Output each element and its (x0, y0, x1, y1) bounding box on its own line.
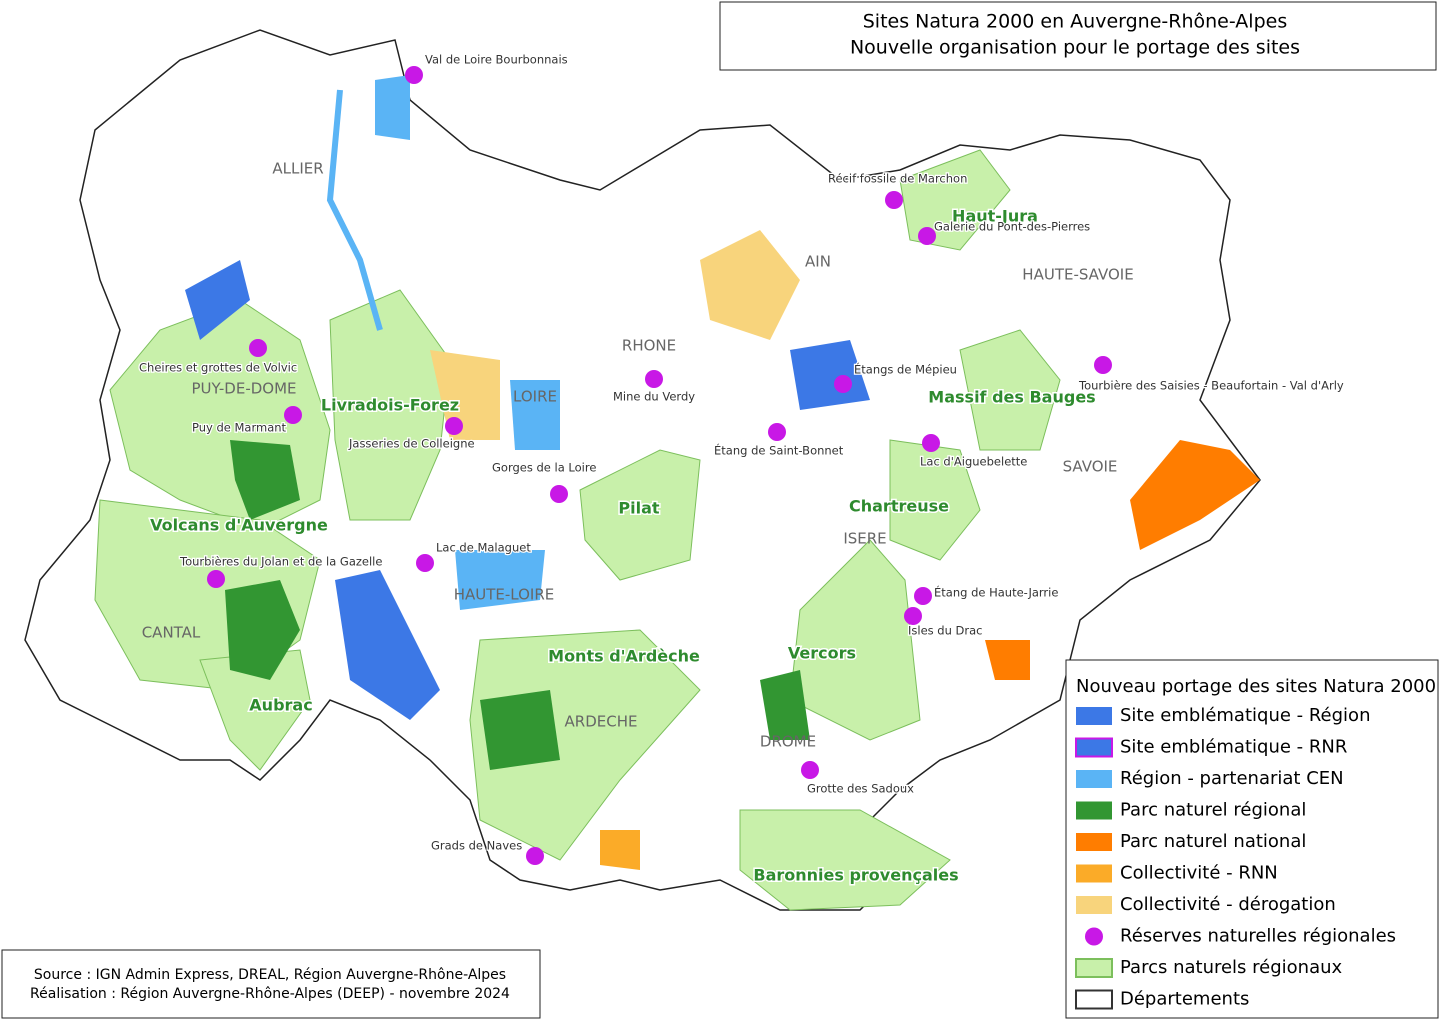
reserve-marker (768, 423, 786, 441)
reserve-marker (801, 761, 819, 779)
legend-symbol (1076, 801, 1112, 820)
reserve-marker (445, 417, 463, 435)
department-label: LOIRE (513, 388, 557, 406)
legend-symbol (1075, 958, 1113, 978)
department-label: AIN (805, 253, 831, 271)
park-label: Massif des Bauges (928, 388, 1095, 407)
source-box (1, 949, 541, 1019)
park-label: Monts d'Ardèche (548, 647, 700, 666)
park-label: Haut-Jura (952, 207, 1038, 226)
reserve-label: Tourbières du Jolan et de la Gazelle (179, 555, 382, 569)
legend-symbol (1075, 989, 1113, 1010)
subtitle: Nouvelle organisation pour le portage de… (850, 37, 1300, 59)
reserve-label: Jasseries de Colleigne (348, 437, 475, 451)
legend-label: Région - partenariat CEN (1120, 768, 1344, 789)
park-label: Pilat (618, 499, 659, 518)
legend-label: Collectivité - dérogation (1120, 894, 1336, 915)
legend-symbol (1075, 737, 1113, 758)
reserve-label: Gorges de la Loire (492, 461, 596, 475)
park-label: Volcans d'Auvergne (150, 516, 328, 535)
department-label: CANTAL (142, 624, 201, 642)
reserve-marker (284, 406, 302, 424)
source: Source : IGN Admin Express, DREAL, Régio… (34, 967, 506, 983)
reserve-marker (249, 339, 267, 357)
legend-symbol (1076, 864, 1112, 883)
credit: Réalisation : Région Auvergne-Rhône-Alpe… (30, 986, 510, 1002)
park-label: Aubrac (249, 696, 312, 715)
legend-label: Parc naturel régional (1120, 800, 1306, 821)
reserve-marker (416, 554, 434, 572)
reserve-label: Lac d'Aiguebelette (920, 455, 1027, 469)
reserve-label: Galerie du Pont-des-Pierres (934, 220, 1090, 234)
reserve-label: Étang de Haute-Jarrie (934, 585, 1058, 600)
legend-symbol (1076, 896, 1112, 914)
department-label: DROME (760, 733, 816, 751)
reserve-label: Val de Loire Bourbonnais (425, 53, 568, 67)
reserve-marker (645, 370, 663, 388)
park-label: Vercors (788, 644, 856, 663)
reserve-marker (207, 570, 225, 588)
reserve-label: Mine du Verdy (613, 390, 695, 404)
reserve-label: Puy de Marmant (192, 421, 287, 435)
department-label: SAVOIE (1063, 458, 1118, 476)
legend-symbol (1076, 707, 1112, 725)
department-label: RHONE (622, 337, 676, 355)
department-label: ISERE (843, 530, 886, 548)
title-box (719, 1, 1437, 71)
department-label: ALLIER (272, 160, 323, 178)
department-label: PUY-DE-DOME (191, 380, 296, 398)
legend-symbol (1076, 770, 1112, 788)
reserve-marker (405, 66, 423, 84)
legend-label: Collectivité - RNN (1120, 863, 1278, 884)
reserve-marker (834, 375, 852, 393)
legend-label: Parcs naturels régionaux (1120, 957, 1343, 978)
legend-label: Départements (1120, 989, 1249, 1010)
reserve-label: Lac de Malaguet (436, 541, 531, 555)
reserve-marker (904, 607, 922, 625)
reserve-marker (550, 485, 568, 503)
park-label: Chartreuse (849, 497, 949, 516)
legend-title: Nouveau portage des sites Natura 2000 (1076, 676, 1436, 697)
legend-label: Réserves naturelles régionales (1120, 926, 1396, 947)
reserve-marker (526, 847, 544, 865)
legend-label: Site emblématique - RNR (1120, 737, 1347, 758)
reserve-marker (922, 434, 940, 452)
reserve-label: Grotte des Sadoux (807, 782, 914, 796)
reserve-label: Tourbière des Saisies - Beaufortain - Va… (1078, 379, 1344, 393)
legend-label: Site emblématique - Région (1120, 705, 1370, 726)
reserve-marker (914, 587, 932, 605)
legend-symbol (1085, 927, 1103, 946)
legend-label: Parc naturel national (1120, 831, 1306, 852)
base-map (24, 29, 1261, 911)
reserve-label: Étangs de Mépieu (854, 362, 957, 377)
department-label: ARDECHE (565, 713, 638, 731)
reserve-label: Cheires et grottes de Volvic (139, 361, 297, 375)
reserve-label: Grads de Naves (431, 839, 522, 853)
reserve-label: Isles du Drac (908, 624, 983, 638)
reserve-marker (918, 227, 936, 245)
legend-box (1065, 659, 1439, 1019)
park-label: Livradois-Forez (321, 396, 459, 415)
legend-symbol (1076, 833, 1112, 851)
reserve-marker (885, 191, 903, 209)
department-label: HAUTE-LOIRE (454, 586, 555, 604)
reserve-marker (1094, 356, 1112, 374)
title: Sites Natura 2000 en Auvergne-Rhône-Alpe… (863, 11, 1288, 33)
reserve-label: Étang de Saint-Bonnet (714, 443, 844, 458)
department-label: HAUTE-SAVOIE (1022, 266, 1133, 284)
reserve-label: Récif fossile de Marchon (828, 172, 967, 186)
park-label: Baronnies provençales (753, 866, 958, 885)
